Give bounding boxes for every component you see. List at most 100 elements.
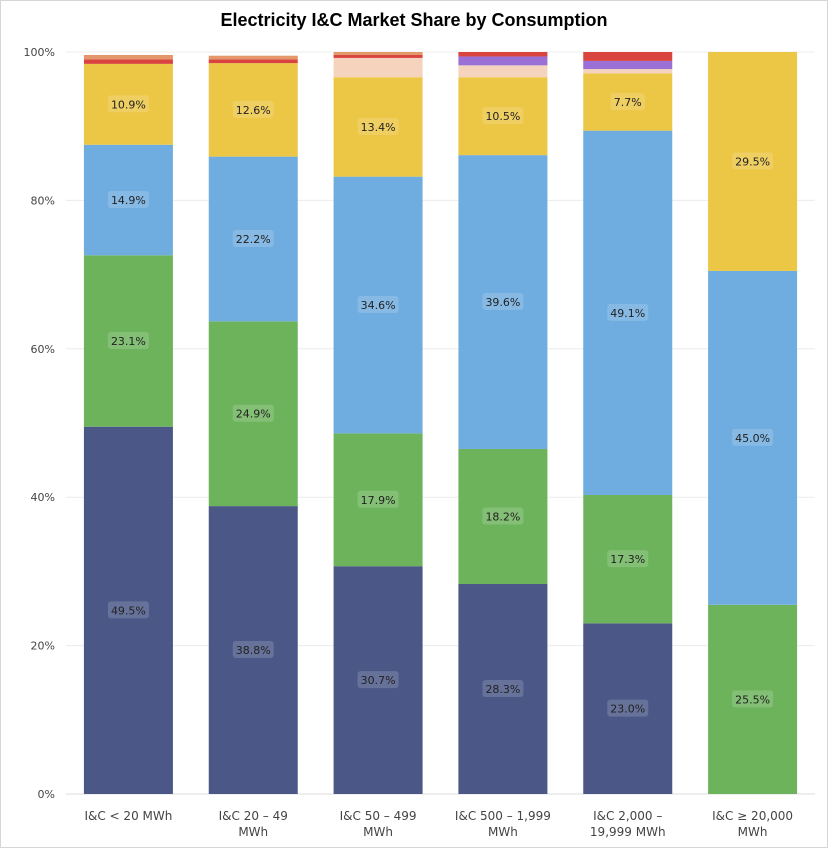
data-label-bg bbox=[232, 229, 274, 247]
category-label: I&C 20 – 49 bbox=[219, 809, 288, 823]
data-label-bg bbox=[357, 117, 399, 135]
bar-segment bbox=[458, 52, 548, 57]
y-tick-label: 60% bbox=[31, 343, 55, 356]
bar-segment bbox=[83, 255, 173, 427]
bar-segment bbox=[333, 54, 423, 58]
bar-segment bbox=[333, 433, 423, 567]
data-label: 7.7% bbox=[614, 96, 642, 109]
data-label-bg bbox=[482, 293, 524, 311]
bar-segment bbox=[708, 270, 798, 605]
bar-segment bbox=[208, 506, 298, 794]
data-label-bg bbox=[357, 490, 399, 508]
bar-segment bbox=[83, 59, 173, 64]
data-label-bg bbox=[607, 699, 649, 717]
data-label: 23.0% bbox=[610, 703, 645, 716]
data-label: 13.4% bbox=[361, 121, 396, 134]
bar-segment bbox=[83, 54, 173, 60]
bar-segment bbox=[458, 155, 548, 449]
data-label-bg bbox=[107, 95, 149, 113]
bar-segment bbox=[333, 52, 423, 55]
bar-segment bbox=[583, 623, 673, 794]
category-label: MWh bbox=[363, 825, 393, 839]
bar-segment bbox=[458, 65, 548, 78]
bar-segment bbox=[458, 448, 548, 585]
bar-segment bbox=[333, 176, 423, 434]
data-label-bg bbox=[610, 93, 645, 111]
data-label: 12.6% bbox=[236, 104, 271, 117]
y-tick-label: 100% bbox=[24, 46, 55, 59]
y-tick-label: 40% bbox=[31, 491, 55, 504]
data-label-bg bbox=[107, 332, 149, 350]
data-label: 22.2% bbox=[236, 233, 271, 246]
bar-segment bbox=[583, 69, 673, 74]
y-tick-label: 20% bbox=[31, 640, 55, 653]
data-label: 17.9% bbox=[361, 494, 396, 507]
data-label: 34.6% bbox=[361, 299, 396, 312]
category-label: 19,999 MWh bbox=[590, 825, 666, 839]
data-label: 49.5% bbox=[111, 604, 146, 617]
category-label: MWh bbox=[238, 825, 268, 839]
chart-title: Electricity I&C Market Share by Consumpt… bbox=[220, 10, 608, 30]
bar-segment bbox=[83, 63, 173, 145]
data-label-bg bbox=[732, 428, 774, 446]
data-label: 39.6% bbox=[485, 296, 520, 309]
y-tick-label: 0% bbox=[38, 788, 55, 801]
bar-segment bbox=[708, 52, 798, 271]
bar-segment bbox=[208, 156, 298, 322]
bar-segment bbox=[83, 144, 173, 256]
data-label-bg bbox=[482, 507, 524, 525]
bar-segment bbox=[458, 77, 548, 156]
data-label: 10.9% bbox=[111, 98, 146, 111]
category-label: MWh bbox=[488, 825, 518, 839]
y-tick-label: 80% bbox=[31, 194, 55, 207]
data-label: 18.2% bbox=[485, 510, 520, 523]
bar-segment bbox=[333, 566, 423, 794]
bar-segment bbox=[333, 57, 423, 78]
category-label: I&C 500 – 1,999 bbox=[455, 809, 551, 823]
bar-segment bbox=[583, 73, 673, 131]
data-label-bg bbox=[232, 404, 274, 422]
bar-segment bbox=[333, 77, 423, 177]
bar-segment bbox=[583, 494, 673, 624]
data-label: 23.1% bbox=[111, 335, 146, 348]
data-label-bg bbox=[232, 641, 274, 659]
data-label-bg bbox=[732, 690, 774, 708]
category-label: I&C < 20 MWh bbox=[84, 809, 172, 823]
bar-segment bbox=[458, 584, 548, 794]
bar-segment bbox=[583, 130, 673, 495]
data-label: 24.9% bbox=[236, 408, 271, 421]
data-label: 17.3% bbox=[610, 553, 645, 566]
bar-segment bbox=[208, 59, 298, 64]
category-label: MWh bbox=[738, 825, 768, 839]
bar-segment bbox=[458, 56, 548, 66]
data-label: 29.5% bbox=[735, 155, 770, 168]
data-label-bg bbox=[607, 550, 649, 568]
data-label-bg bbox=[607, 303, 649, 321]
data-label-bg bbox=[732, 152, 774, 170]
data-label-bg bbox=[482, 107, 524, 125]
bar-segment bbox=[208, 55, 298, 60]
data-label: 25.5% bbox=[735, 693, 770, 706]
data-label-bg bbox=[232, 100, 274, 118]
data-label: 10.5% bbox=[485, 110, 520, 123]
data-label: 49.1% bbox=[610, 307, 645, 320]
category-label: I&C 50 – 499 bbox=[340, 809, 417, 823]
category-label: I&C ≥ 20,000 bbox=[712, 809, 793, 823]
data-label-bg bbox=[357, 296, 399, 314]
bar-segment bbox=[83, 426, 173, 794]
bar-segment bbox=[583, 60, 673, 70]
data-label-bg bbox=[357, 671, 399, 689]
data-label: 38.8% bbox=[236, 644, 271, 657]
bar-segment bbox=[708, 604, 798, 794]
bar-segment bbox=[208, 63, 298, 157]
data-label: 45.0% bbox=[735, 432, 770, 445]
bar-segment bbox=[208, 321, 298, 507]
data-label-bg bbox=[107, 601, 149, 619]
bar-segment bbox=[583, 52, 673, 61]
data-label-bg bbox=[482, 680, 524, 698]
data-label: 28.3% bbox=[485, 683, 520, 696]
data-label: 30.7% bbox=[361, 674, 396, 687]
category-label: I&C 2,000 – bbox=[593, 809, 662, 823]
data-label: 14.9% bbox=[111, 194, 146, 207]
